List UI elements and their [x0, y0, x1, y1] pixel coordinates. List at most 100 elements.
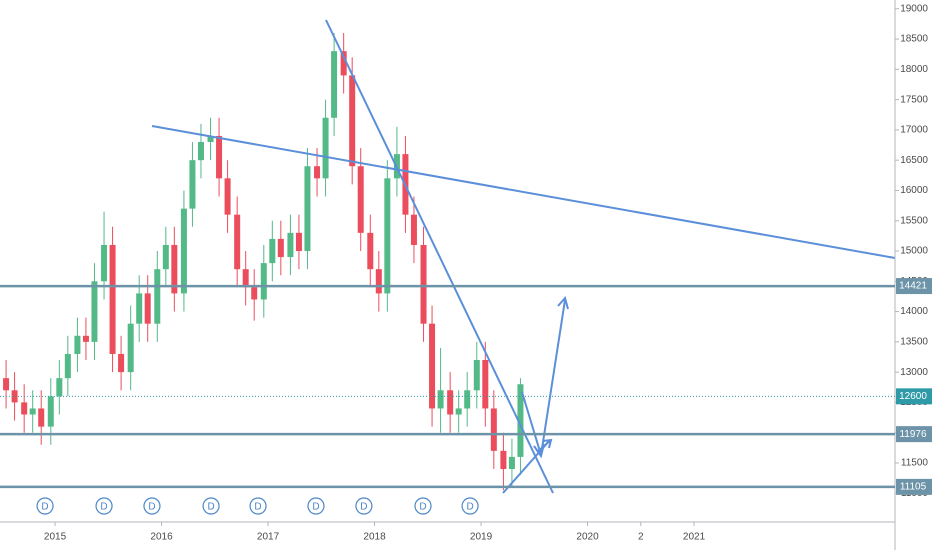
y-tick-label: 17500 — [900, 94, 928, 105]
candle-body — [207, 135, 214, 143]
y-tick-label: 13000 — [900, 367, 928, 378]
x-tick-label: 2015 — [44, 532, 67, 543]
candle-body — [287, 232, 294, 258]
candle-body — [384, 178, 391, 294]
trend-line — [151, 125, 896, 259]
candle-body — [47, 396, 54, 427]
candle-body — [375, 269, 382, 294]
x-tick-label: 2021 — [683, 532, 706, 543]
dividend-marker — [202, 497, 220, 515]
candle-body — [420, 244, 427, 324]
dividend-label: D — [207, 502, 214, 513]
y-tick-label: 18500 — [900, 34, 928, 45]
candle-body — [331, 51, 338, 118]
dividend-label: D — [466, 502, 473, 513]
dividend-label: D — [312, 502, 319, 513]
x-tick-label: 2020 — [576, 532, 599, 543]
candle-body — [490, 408, 497, 451]
candle-body — [91, 281, 98, 342]
candle-body — [429, 323, 436, 409]
candle-body — [109, 244, 116, 354]
candle-body — [154, 269, 161, 324]
candle-body — [482, 360, 489, 409]
candle-body — [101, 244, 108, 282]
y-tick-label: 13500 — [900, 336, 928, 347]
dividend-label: D — [100, 502, 107, 513]
dividend-label: D — [148, 502, 155, 513]
y-tick-label: 11500 — [901, 458, 929, 469]
candle-body — [234, 214, 241, 270]
level-label: 14421 — [899, 281, 927, 292]
candle-body — [21, 402, 28, 415]
candle-body — [11, 390, 18, 403]
candle-body — [74, 335, 81, 354]
level-label-box — [896, 426, 932, 443]
y-tick-label: 14000 — [900, 306, 928, 317]
candle-body — [189, 160, 196, 209]
candle-body — [500, 450, 507, 470]
candle-body — [216, 135, 223, 179]
dividend-marker — [249, 497, 267, 515]
dividend-marker — [36, 497, 54, 515]
candle-body — [38, 408, 45, 427]
dividend-marker — [461, 497, 479, 515]
candle-body — [277, 238, 284, 258]
level-label-box — [896, 388, 932, 405]
candle-body — [349, 75, 356, 167]
arrow-line — [536, 439, 552, 453]
level-label: 11105 — [900, 482, 927, 493]
candle-body — [464, 390, 471, 409]
x-tick-label: 2016 — [150, 532, 173, 543]
dividend-marker — [355, 497, 373, 515]
level-label: 11976 — [899, 429, 927, 440]
candle-body — [322, 117, 329, 179]
candle-body — [29, 408, 36, 415]
candle-body — [144, 293, 151, 324]
candle-body — [260, 263, 267, 300]
candle-body — [357, 166, 364, 233]
y-tick-label: 18000 — [900, 64, 928, 75]
candle-body — [242, 269, 249, 288]
arrow-path — [521, 299, 566, 456]
level-label-box — [896, 278, 932, 295]
candle-body — [224, 178, 231, 215]
candle-body — [304, 166, 311, 252]
candle-body — [180, 208, 187, 294]
y-tick-label: 16000 — [900, 185, 928, 196]
candle-body — [367, 232, 374, 270]
candle-body — [295, 232, 302, 252]
dividend-marker — [307, 497, 325, 515]
y-tick-label: 19000 — [900, 3, 928, 14]
dividend-marker — [143, 497, 161, 515]
candle-body — [3, 378, 10, 391]
candle-body — [171, 244, 178, 294]
candle-body — [437, 390, 444, 409]
dividend-label: D — [254, 502, 261, 513]
x-tick-label: 2019 — [470, 532, 493, 543]
plot-area — [3, 33, 524, 491]
candle-body — [162, 244, 169, 270]
trend-line — [325, 19, 554, 494]
x-tick-label: 2018 — [363, 532, 386, 543]
candle-body — [447, 390, 454, 415]
candle-body — [118, 353, 125, 373]
dividend-label: D — [419, 502, 426, 513]
dividend-label: D — [41, 502, 48, 513]
y-tick-label: 17000 — [900, 125, 928, 136]
candle-body — [197, 142, 204, 161]
x-tick-label: 2 — [638, 532, 644, 543]
arrowhead — [557, 295, 569, 310]
candle-body — [455, 408, 462, 415]
level-label: 12600 — [899, 391, 927, 402]
drawings — [151, 19, 896, 494]
candle-body — [64, 353, 71, 379]
candle-body — [314, 166, 321, 179]
candle-body — [136, 293, 143, 324]
candle-body — [340, 51, 347, 76]
y-tick-label: 15000 — [900, 246, 928, 257]
candle-body — [56, 378, 63, 397]
y-tick-label: 15500 — [900, 215, 928, 226]
y-tick-label: 16500 — [900, 155, 928, 166]
candle-body — [410, 214, 417, 245]
